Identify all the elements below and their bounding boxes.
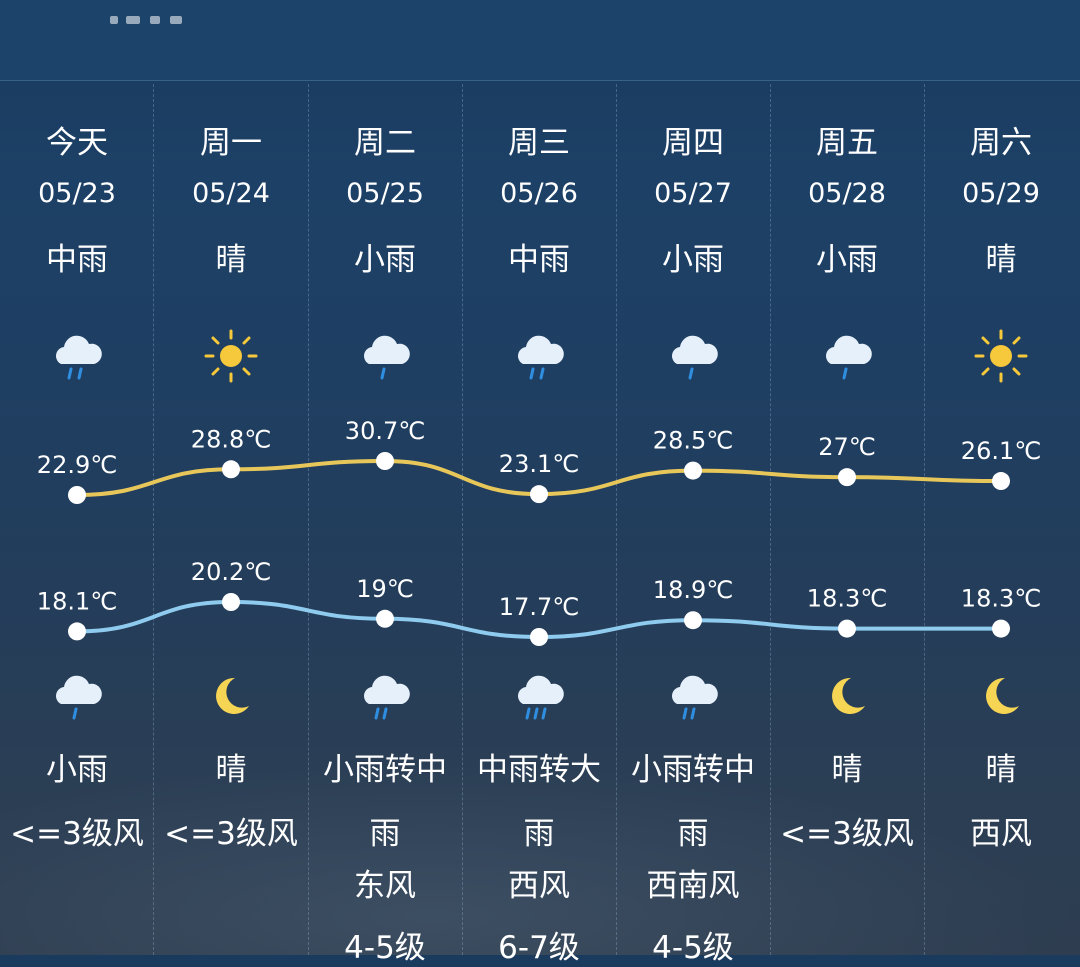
night-weather-continued: 雨 xyxy=(369,816,401,852)
night-weather: 晴 xyxy=(831,752,863,788)
day-name: 周五 xyxy=(816,125,878,161)
wind-info: <=3级风 xyxy=(780,816,914,852)
day-weather: 小雨 xyxy=(816,242,878,278)
forecast-day-column[interactable]: 今天 05/23 中雨 小雨 <=3级风 xyxy=(0,0,154,955)
top-bar xyxy=(0,0,1080,81)
low-temp-label: 17.7℃ xyxy=(499,593,579,621)
moon-icon xyxy=(201,666,261,726)
day-date: 05/29 xyxy=(962,178,1040,209)
high-temp-point xyxy=(376,452,394,470)
day-weather: 晴 xyxy=(985,242,1017,278)
sun-icon xyxy=(971,326,1031,386)
night-weather: 小雨转中 xyxy=(323,752,447,788)
cloud-rain-icon xyxy=(663,326,723,386)
low-temp-label: 18.3℃ xyxy=(807,585,887,613)
night-weather: 小雨 xyxy=(46,752,108,788)
day-date: 05/23 xyxy=(38,178,116,209)
day-name: 周六 xyxy=(970,125,1032,161)
low-temp-point xyxy=(530,628,548,646)
column-divider xyxy=(616,84,617,955)
background-mountains xyxy=(0,760,1080,955)
day-name: 今天 xyxy=(46,125,108,161)
cloud-rain-icon xyxy=(47,666,107,726)
wind-info: 西风 xyxy=(970,816,1032,852)
forecast-day-column[interactable]: 周一 05/24 晴 晴 <=3级风 xyxy=(154,0,308,955)
high-temp-label: 27℃ xyxy=(818,433,876,461)
day-date: 05/26 xyxy=(500,178,578,209)
day-weather: 小雨 xyxy=(662,242,724,278)
day-date: 05/28 xyxy=(808,178,886,209)
forecast-day-column[interactable]: 周六 05/29 晴 晴 西风 xyxy=(924,0,1078,955)
low-temp-point xyxy=(838,619,856,638)
high-temp-point xyxy=(222,460,240,479)
cloud-rain-icon xyxy=(355,326,415,386)
cloud-heavy-rain-icon xyxy=(355,666,415,726)
high-temp-label: 26.1℃ xyxy=(961,437,1041,465)
high-temp-point xyxy=(68,486,86,504)
column-divider xyxy=(153,84,154,955)
column-divider xyxy=(924,84,925,955)
day-date: 05/24 xyxy=(192,178,270,209)
wind-direction: 东风 xyxy=(354,868,416,904)
wind-direction: 西风 xyxy=(508,868,570,904)
day-date: 05/27 xyxy=(654,178,732,209)
low-temp-point xyxy=(684,611,702,630)
low-temp-label: 19℃ xyxy=(356,575,414,603)
forecast-day-column[interactable]: 周二 05/25 小雨 小雨转中 雨 东风 4-5级 xyxy=(308,0,462,966)
cloud-heavy-rain-icon xyxy=(663,666,723,726)
cloud-rain-icon xyxy=(817,326,877,386)
night-weather: 小雨转中 xyxy=(631,752,755,788)
day-weather: 中雨 xyxy=(508,242,570,278)
low-temp-label: 18.9℃ xyxy=(653,576,733,604)
wind-info: <=3级风 xyxy=(10,816,144,852)
column-divider xyxy=(770,84,771,955)
status-bar-indicators xyxy=(110,12,190,32)
low-temp-point xyxy=(68,622,86,641)
high-temp-point xyxy=(684,461,702,480)
night-weather: 中雨转大 xyxy=(477,752,601,788)
low-temp-label: 18.3℃ xyxy=(961,585,1041,613)
high-temp-label: 30.7℃ xyxy=(345,417,425,445)
wind-info: <=3级风 xyxy=(164,816,298,852)
high-temp-label: 28.8℃ xyxy=(191,425,271,453)
sun-icon xyxy=(201,326,261,386)
cloud-rain-icon xyxy=(47,326,107,386)
column-divider xyxy=(308,84,309,955)
night-weather: 晴 xyxy=(215,752,247,788)
day-weather: 小雨 xyxy=(354,242,416,278)
day-weather: 中雨 xyxy=(46,242,108,278)
moon-icon xyxy=(971,666,1031,726)
low-temp-label: 18.1℃ xyxy=(37,587,117,615)
high-temp-label: 23.1℃ xyxy=(499,450,579,478)
cloud-heavy-rain-icon xyxy=(509,666,569,726)
low-temp-point xyxy=(376,609,394,628)
high-temp-point xyxy=(992,472,1010,491)
column-divider xyxy=(462,84,463,955)
day-name: 周一 xyxy=(200,125,262,161)
low-temp-label: 20.2℃ xyxy=(191,558,271,586)
high-temp-point xyxy=(530,485,548,504)
wind-direction: 西南风 xyxy=(646,868,740,904)
high-temp-point xyxy=(838,468,856,487)
low-temp-point xyxy=(222,593,240,611)
night-weather-continued: 雨 xyxy=(677,816,709,852)
day-date: 05/25 xyxy=(346,178,424,209)
cloud-rain-icon xyxy=(509,326,569,386)
day-weather: 晴 xyxy=(215,242,247,278)
forecast-day-column[interactable]: 周五 05/28 小雨 晴 <=3级风 xyxy=(770,0,924,955)
day-name: 周二 xyxy=(354,125,416,161)
day-name: 周四 xyxy=(662,125,724,161)
high-temp-label: 22.9℃ xyxy=(37,451,117,479)
forecast-day-column[interactable]: 周四 05/27 小雨 小雨转中 雨 西南风 4-5级 xyxy=(616,0,770,966)
day-name: 周三 xyxy=(508,125,570,161)
moon-icon xyxy=(817,666,877,726)
low-temp-point xyxy=(992,619,1010,638)
night-weather-continued: 雨 xyxy=(523,816,555,852)
high-temp-label: 28.5℃ xyxy=(653,427,733,455)
night-weather: 晴 xyxy=(985,752,1017,788)
